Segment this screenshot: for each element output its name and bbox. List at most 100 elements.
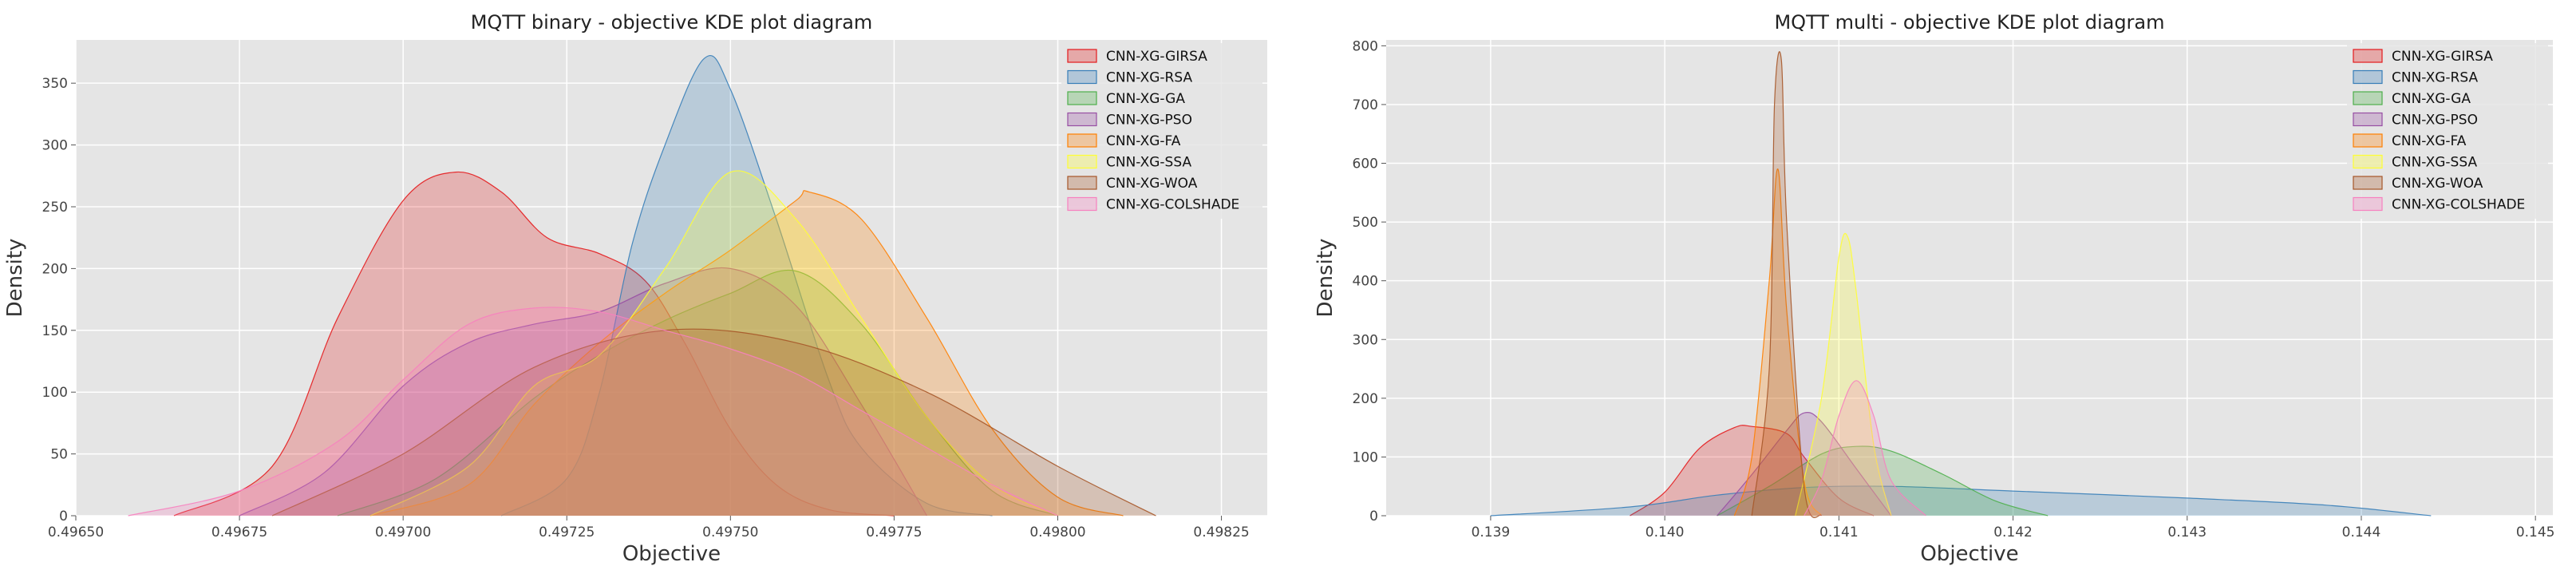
grid-lines xyxy=(75,40,1267,517)
y-tick-label: 0 xyxy=(59,509,68,525)
x-tick-label: 0.144 xyxy=(2342,525,2381,540)
y-tick-label: 150 xyxy=(42,323,68,339)
series-area-1 xyxy=(174,172,895,516)
legend-label-6: CNN-XG-SSA xyxy=(2392,155,2477,171)
series-line-8 xyxy=(128,307,1058,517)
legend-swatch-7 xyxy=(2353,176,2383,190)
x-tick-label: 0.49700 xyxy=(375,525,431,540)
series-line-1 xyxy=(173,171,895,517)
series-line-7 xyxy=(1751,51,1823,518)
series-line-5 xyxy=(369,190,1124,517)
legend-label-6: CNN-XG-SSA xyxy=(1106,155,1191,171)
series-line-7 xyxy=(271,328,1156,517)
x-tick-label: 0.49750 xyxy=(702,525,758,540)
legend-swatch-8 xyxy=(1067,196,1097,212)
chart-1: 0 50 100 150 200 250 300 350 0.49650 0.49675 0.497… xyxy=(3,11,1267,566)
legend: CNN-XG-GIRSA CNN-XG-RSA CNN-XG-GA CNN-XG-PS… xyxy=(1061,43,1262,219)
y-tick-label: 300 xyxy=(1353,332,1378,348)
legend-swatch-1 xyxy=(2353,49,2383,63)
series-area-5 xyxy=(370,190,1124,516)
x-tick-label: 0.49650 xyxy=(48,525,104,540)
x-axis-label: Objective xyxy=(1920,542,2018,566)
legend-label-1: CNN-XG-GIRSA xyxy=(2392,49,2493,65)
legend-swatch-4 xyxy=(2353,112,2383,127)
x-tick-label: 0.145 xyxy=(2516,525,2555,540)
legend-swatch-1 xyxy=(1067,49,1097,63)
legend-swatch-3 xyxy=(2353,91,2383,105)
legend-label-8: CNN-XG-COLSHADE xyxy=(1106,197,1239,213)
x-tick-label: 0.49725 xyxy=(539,525,595,540)
y-tick-label: 800 xyxy=(1353,38,1378,54)
y-tick-label: 700 xyxy=(1353,97,1378,113)
legend-label-4: CNN-XG-PSO xyxy=(1106,113,1192,129)
series-area-4 xyxy=(1717,412,1891,516)
y-tick-label: 600 xyxy=(1353,156,1378,172)
chart-title: MQTT binary - objective KDE plot diagram xyxy=(471,11,873,34)
series-area-5 xyxy=(1734,168,1822,516)
y-axis-label: Density xyxy=(3,239,27,318)
series-area-7 xyxy=(272,329,1156,516)
legend-label-5: CNN-XG-FA xyxy=(1106,133,1181,149)
legend-swatch-2 xyxy=(2353,69,2383,85)
x-tick-label: 0.49825 xyxy=(1193,525,1249,540)
legend-swatch-2 xyxy=(1067,69,1097,85)
legend-swatch-5 xyxy=(1067,133,1097,148)
x-tick-label: 0.49775 xyxy=(866,525,922,540)
series-group xyxy=(1490,51,2432,518)
y-tick-label: 350 xyxy=(42,76,68,92)
legend-label-3: CNN-XG-GA xyxy=(2392,91,2471,107)
legend-label-7: CNN-XG-WOA xyxy=(2392,176,2483,192)
series-line-3 xyxy=(1717,445,2049,517)
series-area-2 xyxy=(1490,485,2432,516)
y-tick-label: 200 xyxy=(1353,391,1378,407)
series-line-3 xyxy=(337,269,1058,517)
y-tick-label: 300 xyxy=(42,138,68,154)
series-line-2 xyxy=(500,54,993,517)
legend-label-3: CNN-XG-GA xyxy=(1106,91,1185,107)
x-tick-label: 0.49800 xyxy=(1029,525,1085,540)
series-area-1 xyxy=(1630,425,1874,516)
legend-label-8: CNN-XG-COLSHADE xyxy=(2392,197,2525,213)
legend-label-2: CNN-XG-RSA xyxy=(1106,70,1192,86)
legend-label-1: CNN-XG-GIRSA xyxy=(1106,49,1207,65)
legend-swatch-4 xyxy=(1067,112,1097,127)
grid-lines xyxy=(1386,40,2553,517)
legend-label-7: CNN-XG-WOA xyxy=(1106,176,1198,192)
legend-swatch-6 xyxy=(1067,154,1097,169)
series-area-3 xyxy=(338,270,1058,516)
x-tick-label: 0.140 xyxy=(1646,525,1685,540)
series-area-8 xyxy=(1804,380,1926,516)
legend-swatch-5 xyxy=(2353,133,2383,148)
y-tick-label: 100 xyxy=(42,385,68,401)
chart-2: 0 100 200 300 400 500 600 700 800 0.139 0.140 0.141… xyxy=(1314,11,2555,566)
legend-swatch-6 xyxy=(2353,154,2383,169)
axis-ticks: 0 50 100 150 200 250 300 350 0.49650 0.49675 0.497… xyxy=(42,76,1250,540)
legend-label-4: CNN-XG-PSO xyxy=(2392,113,2478,129)
x-axis-label: Objective xyxy=(622,542,721,566)
y-tick-label: 200 xyxy=(42,261,68,277)
y-tick-label: 0 xyxy=(1369,509,1378,525)
series-line-4 xyxy=(1717,411,1892,517)
x-tick-label: 0.139 xyxy=(1472,525,1511,540)
series-area-6 xyxy=(1795,233,1891,516)
y-tick-label: 500 xyxy=(1353,215,1378,231)
series-line-2 xyxy=(1490,485,2432,517)
legend-swatch-3 xyxy=(1067,91,1097,105)
legend-label-5: CNN-XG-FA xyxy=(2392,133,2467,149)
y-tick-label: 250 xyxy=(42,200,68,216)
legend-label-2: CNN-XG-RSA xyxy=(2392,70,2478,86)
series-line-8 xyxy=(1804,380,1926,517)
x-tick-label: 0.142 xyxy=(1993,525,2033,540)
series-line-6 xyxy=(369,170,1058,517)
x-tick-label: 0.141 xyxy=(1819,525,1859,540)
y-axis-label: Density xyxy=(1314,239,1337,318)
series-group xyxy=(128,54,1156,517)
y-tick-label: 50 xyxy=(50,447,68,463)
series-area-4 xyxy=(239,267,927,516)
series-area-8 xyxy=(128,307,1058,516)
x-tick-label: 0.49675 xyxy=(211,525,267,540)
chart-title: MQTT multi - objective KDE plot diagram xyxy=(1774,11,2164,34)
legend-swatch-8 xyxy=(2353,196,2383,212)
legend: CNN-XG-GIRSA CNN-XG-RSA CNN-XG-GA CNN-XG-PS… xyxy=(2347,43,2548,219)
